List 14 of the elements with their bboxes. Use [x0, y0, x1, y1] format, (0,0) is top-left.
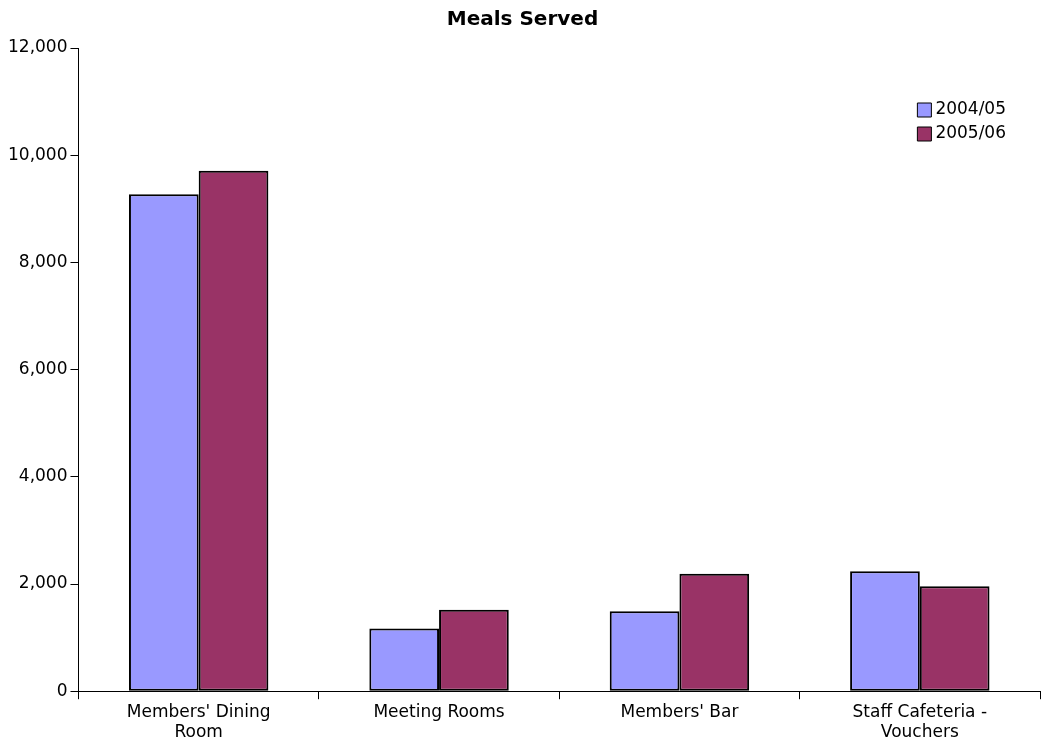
- legend-label: 2005/06: [935, 122, 1006, 143]
- y-tick-label: 0: [56, 679, 68, 700]
- chart-title: Meals Served: [446, 6, 599, 31]
- y-tick-label: 6,000: [18, 358, 68, 379]
- y-tick-label: 4,000: [18, 465, 68, 486]
- y-tick-label: 10,000: [8, 143, 68, 164]
- y-tick-label: 2,000: [18, 572, 68, 593]
- y-tick-label: 12,000: [8, 36, 68, 57]
- x-tick-label: Meeting Rooms: [373, 700, 505, 721]
- x-tick-label: Staff Cafeteria - Vouchers: [852, 700, 988, 742]
- y-tick-label: 8,000: [18, 250, 68, 271]
- x-tick-label: Members' Dining Room: [126, 700, 271, 742]
- legend-label: 2004/05: [935, 98, 1006, 119]
- x-tick-label: Members' Bar: [620, 700, 739, 721]
